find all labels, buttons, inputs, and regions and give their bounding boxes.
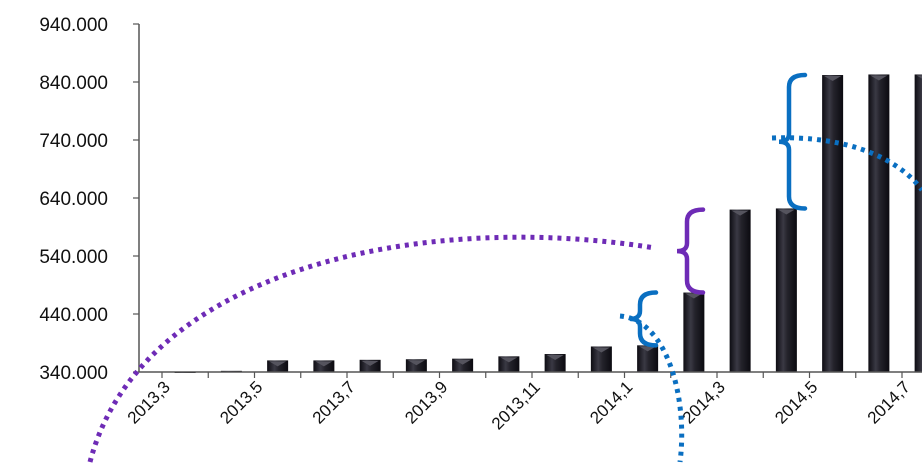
x-tick-label: 2014,3 xyxy=(679,377,729,427)
annotations-group xyxy=(87,72,922,463)
x-tick-label: 2013,11 xyxy=(488,377,544,433)
bar-cap xyxy=(315,361,333,367)
axes-group xyxy=(133,23,922,378)
bar-cap xyxy=(870,75,888,81)
bar-cap xyxy=(407,360,425,366)
y-tick-label: 540.000 xyxy=(39,247,108,268)
bar xyxy=(637,345,659,372)
x-tick-label: 2014,7 xyxy=(864,377,914,427)
bar-cap xyxy=(592,347,610,353)
brace-annotation xyxy=(778,72,808,211)
y-tick-label: 740.000 xyxy=(39,131,108,152)
y-tick-label: 440.000 xyxy=(39,305,108,326)
bar xyxy=(822,75,844,372)
y-tick-label: 840.000 xyxy=(39,73,108,94)
x-tick-label: 2013,5 xyxy=(216,377,266,427)
bars-group xyxy=(174,74,922,373)
bar-cap xyxy=(824,76,842,82)
x-tick-label: 2013,3 xyxy=(124,377,174,427)
bar xyxy=(405,359,427,372)
y-tick-label: 940.000 xyxy=(39,15,108,36)
x-tick-label: 2014,1 xyxy=(586,377,636,427)
y-tick-labels: 940.000 840.000 740.000 640.000 540.000 440.0… xyxy=(39,15,108,384)
bar-cap xyxy=(361,360,379,366)
x-tick-labels: 2013,3 2013,5 2013,7 2013,9 2013,11 2014,1 201… xyxy=(124,377,914,433)
x-tick-label: 2013,9 xyxy=(401,377,451,427)
bar-cap xyxy=(500,357,518,363)
bar xyxy=(683,292,705,372)
bar xyxy=(498,356,520,372)
bar-cap xyxy=(916,75,922,79)
brace-annotation xyxy=(676,207,706,295)
bar-cap xyxy=(269,361,287,367)
bar xyxy=(914,74,922,373)
bar xyxy=(359,359,381,372)
bar-cap xyxy=(777,209,795,215)
y-tick-label: 340.000 xyxy=(39,363,108,384)
y-tick-label: 640.000 xyxy=(39,189,108,210)
x-tick-label: 2014,5 xyxy=(771,377,821,427)
x-tick-label: 2013,7 xyxy=(309,377,359,427)
bar xyxy=(544,354,566,372)
bar xyxy=(868,74,890,373)
bar-cap xyxy=(454,359,472,365)
dotted-arc xyxy=(87,234,656,463)
bar-cap xyxy=(639,346,657,352)
bar xyxy=(729,209,751,372)
bar-cap xyxy=(546,355,564,361)
bar xyxy=(590,346,612,372)
bar-cap xyxy=(685,293,703,299)
bar xyxy=(775,208,797,372)
bar-cap xyxy=(731,210,749,216)
bar xyxy=(452,358,474,372)
brace-annotation xyxy=(629,290,659,348)
dotted-arc xyxy=(771,135,922,192)
